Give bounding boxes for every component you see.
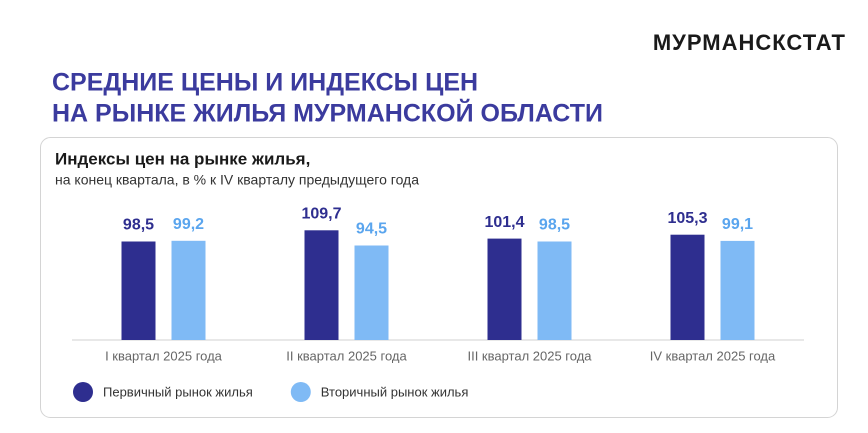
legend-label: Первичный рынок жилья	[103, 384, 253, 399]
bar	[670, 234, 705, 340]
data-label: 99,2	[173, 216, 204, 233]
page-title: СРЕДНИЕ ЦЕНЫ И ИНДЕКСЫ ЦЕН	[52, 69, 478, 97]
page-title: НА РЫНКЕ ЖИЛЬЯ МУРМАНСКОЙ ОБЛАСТИ	[52, 98, 603, 128]
brand: МУРМАНСКСТАТ	[653, 30, 846, 55]
bar	[537, 241, 572, 340]
x-tick-label: I квартал 2025 года	[105, 348, 223, 363]
bar	[720, 240, 755, 340]
legend-swatch	[290, 382, 311, 402]
data-label: 94,5	[356, 221, 387, 238]
data-label: 101,4	[484, 214, 524, 231]
bar	[487, 238, 522, 340]
data-label: 98,5	[123, 217, 154, 234]
x-tick-label: III квартал 2025 года	[467, 348, 592, 363]
card	[40, 137, 838, 418]
bar	[304, 230, 339, 340]
chart-title: Индексы цен на рынке жилья,	[55, 149, 310, 168]
bar	[354, 245, 389, 340]
legend-swatch	[73, 382, 93, 402]
x-tick-label: II квартал 2025 года	[286, 348, 407, 363]
x-tick-label: IV квартал 2025 года	[650, 348, 776, 363]
chart-subtitle: на конец квартала, в % к IV кварталу пре…	[55, 172, 419, 188]
data-label: 99,1	[722, 216, 753, 233]
data-label: 109,7	[301, 206, 341, 223]
legend-label: Вторичный рынок жилья	[321, 384, 469, 399]
data-label: 105,3	[667, 210, 707, 227]
bar	[121, 241, 156, 340]
data-label: 98,5	[539, 217, 570, 234]
bar	[171, 240, 206, 340]
